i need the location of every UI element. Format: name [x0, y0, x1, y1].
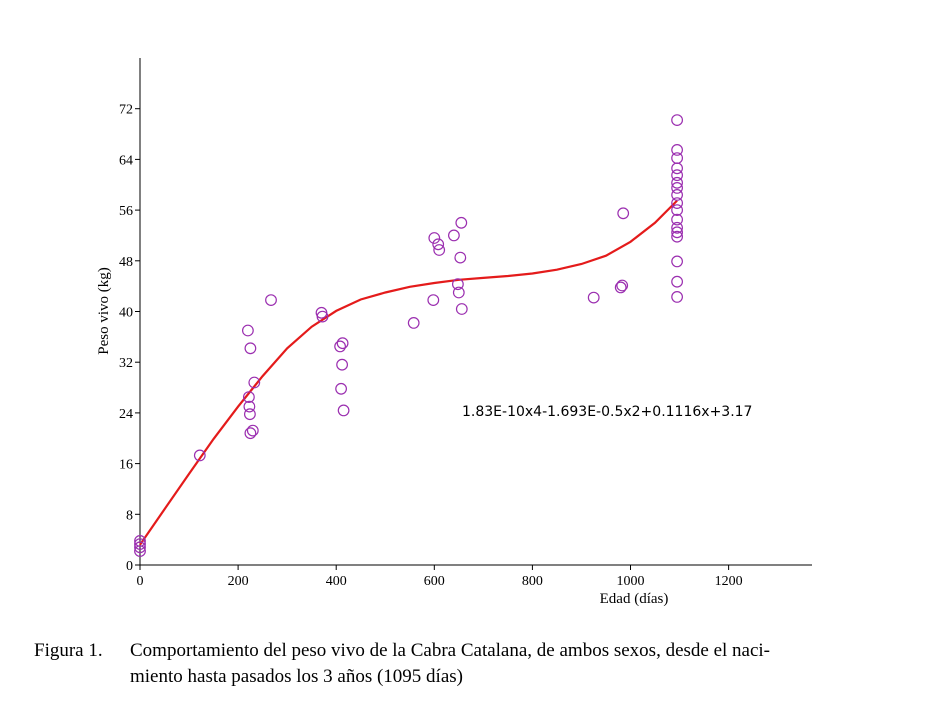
- data-point: [134, 538, 146, 550]
- data-point: [671, 221, 683, 234]
- data-point: [671, 152, 683, 165]
- y-tick-label: 40: [119, 306, 133, 321]
- data-point: [671, 162, 683, 175]
- data-point: [452, 286, 465, 299]
- y-ticks: 0 8 16 24 32 40 48 56 64 72: [119, 103, 140, 574]
- x-tick-label: 1000: [617, 574, 645, 589]
- x-tick-label: 400: [326, 574, 347, 589]
- y-tick-label: 0: [126, 559, 133, 574]
- data-point: [241, 324, 254, 337]
- data-point: [671, 213, 683, 226]
- y-axis-label: Peso vivo (kg): [96, 267, 112, 355]
- data-point: [407, 317, 420, 329]
- data-point: [243, 408, 256, 421]
- data-point: [134, 541, 146, 554]
- caption-text: Comportamiento del peso vivo de la Cabra…: [130, 638, 910, 690]
- y-tick-label: 8: [126, 508, 133, 523]
- data-point: [616, 279, 629, 292]
- data-point: [671, 291, 683, 303]
- data-point: [336, 358, 349, 371]
- fit-curve: [139, 199, 678, 546]
- y-tick-label: 72: [119, 103, 133, 118]
- y-tick-label: 56: [119, 204, 133, 219]
- data-point: [671, 275, 683, 288]
- y-tick-label: 64: [119, 153, 133, 168]
- data-point: [617, 207, 630, 220]
- data-point: [454, 251, 467, 264]
- data-point: [244, 427, 257, 440]
- caption-line-2: miento hasta pasados los 3 años (1095 dí…: [130, 666, 463, 687]
- data-point: [671, 197, 683, 210]
- data-point: [427, 294, 440, 307]
- x-tick-label: 800: [522, 574, 543, 589]
- data-point: [265, 294, 277, 307]
- y-tick-label: 24: [119, 407, 133, 422]
- data-point: [433, 244, 446, 256]
- fit-equation-label: 1.83E-10x4-1.693E-0.5x2+0.1116x+3.17: [462, 404, 752, 420]
- data-point: [671, 114, 683, 126]
- x-tick-label: 200: [228, 574, 249, 589]
- data-point: [335, 382, 348, 395]
- x-tick-label: 1200: [715, 574, 743, 589]
- caption-label: Figura 1.: [34, 640, 103, 661]
- data-point: [336, 337, 349, 350]
- caption-line-1: Comportamiento del peso vivo de la Cabra…: [130, 640, 771, 661]
- data-point: [337, 404, 350, 417]
- x-tick-label: 600: [424, 574, 445, 589]
- data-point: [334, 340, 347, 353]
- x-axis-label: Edad (días): [600, 591, 669, 607]
- data-point: [671, 230, 683, 243]
- y-tick-label: 32: [119, 356, 133, 371]
- data-point: [134, 535, 146, 547]
- data-point: [614, 281, 627, 294]
- data-points: [134, 114, 683, 557]
- y-tick-label: 48: [119, 255, 133, 270]
- data-point: [248, 376, 261, 389]
- data-point: [671, 255, 683, 268]
- data-point: [432, 238, 445, 251]
- data-point: [193, 449, 206, 462]
- data-point: [243, 400, 256, 413]
- data-point: [452, 278, 464, 291]
- data-point: [671, 181, 683, 194]
- data-point: [244, 342, 257, 355]
- data-point: [455, 303, 468, 315]
- data-point: [671, 143, 683, 156]
- data-point: [428, 232, 441, 244]
- data-point: [671, 169, 683, 182]
- data-point: [671, 188, 683, 201]
- data-point: [316, 310, 329, 323]
- data-point: [671, 204, 683, 217]
- y-tick-label: 16: [119, 458, 133, 473]
- data-point: [587, 291, 600, 304]
- data-point: [671, 176, 683, 189]
- data-point: [246, 424, 259, 437]
- data-point: [455, 216, 468, 229]
- data-point: [671, 226, 683, 239]
- data-point: [242, 391, 255, 404]
- data-point: [448, 229, 460, 242]
- x-tick-label: 0: [137, 574, 144, 589]
- x-ticks: 0 200 400 600 800 1000 1200: [137, 565, 743, 589]
